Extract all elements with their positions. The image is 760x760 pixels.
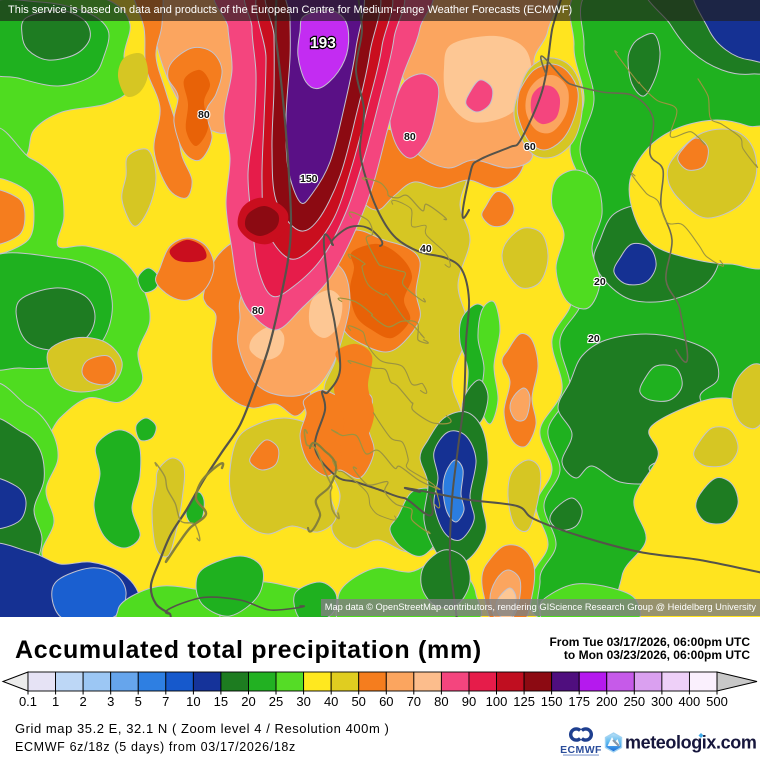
svg-text:100: 100 bbox=[486, 694, 508, 709]
svg-text:30: 30 bbox=[296, 694, 310, 709]
svg-text:20: 20 bbox=[588, 333, 600, 345]
svg-text:50: 50 bbox=[351, 694, 365, 709]
svg-text:60: 60 bbox=[524, 141, 536, 153]
svg-text:150: 150 bbox=[300, 173, 318, 185]
svg-text:20: 20 bbox=[594, 276, 606, 288]
svg-text:90: 90 bbox=[462, 694, 476, 709]
svg-text:5: 5 bbox=[135, 694, 142, 709]
svg-text:250: 250 bbox=[623, 694, 645, 709]
svg-text:300: 300 bbox=[651, 694, 673, 709]
svg-text:200: 200 bbox=[596, 694, 618, 709]
svg-text:500: 500 bbox=[706, 694, 728, 709]
svg-text:7: 7 bbox=[162, 694, 169, 709]
svg-text:meteologix.com: meteologix.com bbox=[625, 733, 756, 753]
svg-text:193: 193 bbox=[310, 35, 336, 52]
svg-text:60: 60 bbox=[379, 694, 393, 709]
svg-text:1: 1 bbox=[52, 694, 59, 709]
svg-text:80: 80 bbox=[198, 109, 210, 121]
svg-text:150: 150 bbox=[541, 694, 563, 709]
svg-text:70: 70 bbox=[407, 694, 421, 709]
svg-text:40: 40 bbox=[420, 243, 432, 255]
svg-text:40: 40 bbox=[324, 694, 338, 709]
svg-text:125: 125 bbox=[513, 694, 535, 709]
svg-text:0.1: 0.1 bbox=[19, 694, 37, 709]
svg-text:20: 20 bbox=[241, 694, 255, 709]
svg-text:25: 25 bbox=[269, 694, 283, 709]
svg-text:80: 80 bbox=[252, 305, 264, 317]
svg-text:ECMWF: ECMWF bbox=[560, 744, 602, 756]
svg-text:10: 10 bbox=[186, 694, 200, 709]
svg-text:400: 400 bbox=[679, 694, 701, 709]
svg-text:80: 80 bbox=[404, 131, 416, 143]
svg-text:15: 15 bbox=[214, 694, 228, 709]
svg-text:175: 175 bbox=[568, 694, 590, 709]
svg-text:2: 2 bbox=[79, 694, 86, 709]
svg-text:80: 80 bbox=[434, 694, 448, 709]
svg-text:3: 3 bbox=[107, 694, 114, 709]
